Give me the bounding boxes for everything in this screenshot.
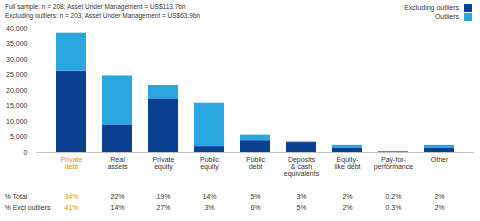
svg-text:Publicequity: Publicequity	[200, 156, 220, 171]
svg-text:Publicdebt: Publicdebt	[246, 156, 266, 170]
svg-text:22%: 22%	[110, 193, 124, 200]
svg-text:10,000: 10,000	[6, 118, 28, 125]
svg-text:Equity-like debt: Equity-like debt	[334, 156, 360, 170]
svg-text:Other: Other	[431, 156, 449, 163]
svg-text:6%: 6%	[250, 204, 260, 211]
svg-text:Realassets: Realassets	[107, 156, 128, 170]
svg-text:% Total: % Total	[5, 193, 28, 200]
svg-text:34%: 34%	[64, 193, 78, 200]
svg-text:0: 0	[24, 149, 28, 156]
svg-text:40,000: 40,000	[6, 25, 28, 32]
svg-text:Deposits& cashequivalents: Deposits& cashequivalents	[284, 156, 320, 179]
svg-text:0.3%: 0.3%	[386, 204, 402, 211]
svg-text:2%: 2%	[342, 193, 352, 200]
svg-text:14%: 14%	[110, 204, 124, 211]
svg-text:Pay-for-performance: Pay-for-performance	[374, 156, 413, 171]
svg-text:41%: 41%	[64, 204, 78, 211]
svg-text:0.2%: 0.2%	[386, 193, 402, 200]
html-text:Full sample: n = 208; Asset Un: Full sample: n = 208; Asset Under Manage…	[5, 3, 186, 10]
svg-text:27%: 27%	[156, 204, 170, 211]
svg-text:2%: 2%	[434, 204, 444, 211]
svg-text:Privatedebt: Privatedebt	[61, 156, 83, 170]
svg-text:5%: 5%	[250, 193, 260, 200]
svg-text:19%: 19%	[156, 193, 170, 200]
svg-text:15,000: 15,000	[6, 102, 28, 109]
svg-text:35,000: 35,000	[6, 40, 28, 47]
html-text:Excluding outliers: Excluding outliers	[404, 4, 459, 11]
svg-text:14%: 14%	[202, 193, 216, 200]
svg-text:2%: 2%	[342, 204, 352, 211]
svg-text:5,000: 5,000	[10, 133, 28, 140]
svg-text:2%: 2%	[434, 193, 444, 200]
svg-text:3%: 3%	[296, 193, 306, 200]
html-text:Outliers: Outliers	[434, 13, 459, 20]
html-text:Excluding outliers: n = 203; A: Excluding outliers: n = 203; Asset Under…	[5, 11, 201, 19]
svg-text:20,000: 20,000	[6, 87, 28, 94]
svg-text:5%: 5%	[296, 204, 306, 211]
svg-text:% Excl outliers: % Excl outliers	[5, 204, 51, 211]
svg-text:Privateequity: Privateequity	[153, 156, 175, 171]
svg-text:25,000: 25,000	[6, 71, 28, 78]
svg-text:30,000: 30,000	[6, 56, 28, 63]
svg-text:3%: 3%	[204, 204, 214, 211]
